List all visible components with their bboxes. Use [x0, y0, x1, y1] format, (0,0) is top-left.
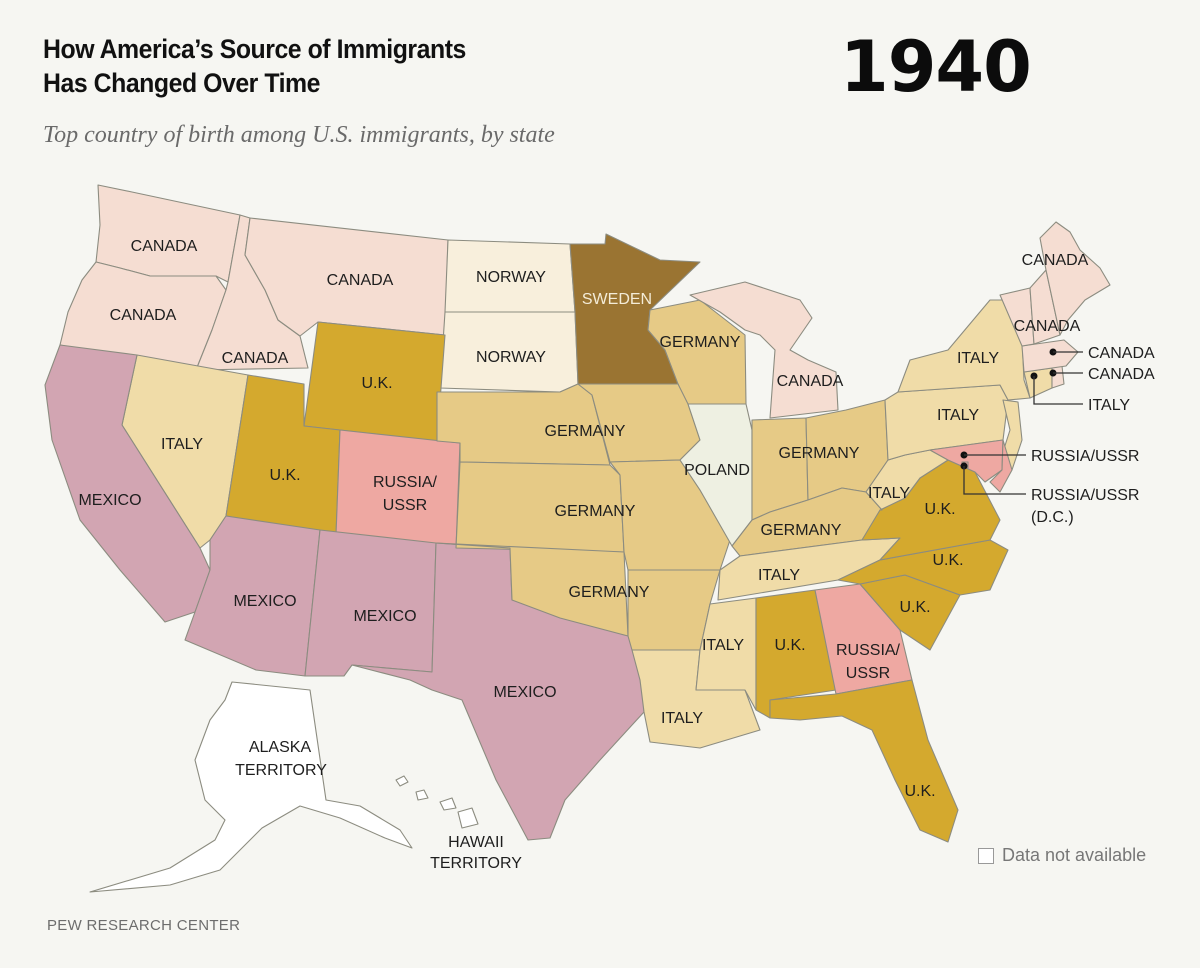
- label-tn: ITALY: [758, 567, 800, 584]
- label-ny: ITALY: [957, 350, 999, 367]
- label-ga-2: USSR: [846, 665, 890, 682]
- label-nv: ITALY: [161, 436, 203, 453]
- label-sd: NORWAY: [476, 349, 546, 366]
- leader-dc: [963, 466, 1026, 495]
- label-ms: ITALY: [702, 637, 744, 654]
- label-nc: U.K.: [932, 552, 963, 569]
- state-florida[interactable]: [769, 679, 959, 843]
- label-ut: U.K.: [269, 467, 300, 484]
- label-hi-2: TERRITORY: [430, 855, 522, 872]
- state-maine[interactable]: [1039, 221, 1111, 336]
- legend-label: Data not available: [1002, 845, 1147, 865]
- state-labels: CANADA CANADA CANADA CANADA NORWAY NORWA…: [78, 238, 1088, 872]
- state-rhode-island[interactable]: [1051, 365, 1065, 389]
- legend: Data not available: [978, 845, 1146, 866]
- label-va: U.K.: [924, 501, 955, 518]
- label-fl: U.K.: [904, 783, 935, 800]
- territory-alaska[interactable]: [89, 681, 413, 893]
- label-pa: ITALY: [937, 407, 979, 424]
- label-il: POLAND: [684, 462, 750, 479]
- title-line-2: Has Changed Over Time: [43, 68, 321, 98]
- label-mi: CANADA: [777, 373, 844, 390]
- state-michigan[interactable]: [689, 281, 839, 419]
- label-ks: GERMANY: [555, 503, 636, 520]
- label-tx: MEXICO: [493, 684, 556, 701]
- label-wy: U.K.: [361, 375, 392, 392]
- state-georgia[interactable]: [814, 583, 913, 695]
- chart-title: How America’s Source of Immigrants Has C…: [43, 32, 466, 100]
- state-california[interactable]: [44, 344, 211, 623]
- callout-ct: ITALY: [1088, 397, 1130, 414]
- label-ok: GERMANY: [569, 584, 650, 601]
- label-ga-1: RUSSIA/: [836, 642, 901, 659]
- callout-dc-2: (D.C.): [1031, 509, 1074, 526]
- leader-ct: [1033, 376, 1083, 405]
- label-la: ITALY: [661, 710, 703, 727]
- label-sc: U.K.: [899, 599, 930, 616]
- label-az: MEXICO: [233, 593, 296, 610]
- title-line-1: How America’s Source of Immigrants: [43, 34, 466, 64]
- label-wv: ITALY: [868, 485, 910, 502]
- label-ak-1: ALASKA: [249, 739, 312, 756]
- label-wi: GERMANY: [660, 334, 741, 351]
- label-ky: GERMANY: [761, 522, 842, 539]
- label-oh: GERMANY: [779, 445, 860, 462]
- label-nd: NORWAY: [476, 269, 546, 286]
- label-hi-1: HAWAII: [448, 834, 504, 851]
- states: [44, 184, 1111, 893]
- label-al: U.K.: [774, 637, 805, 654]
- state-arizona[interactable]: [184, 515, 321, 677]
- label-co-1: RUSSIA/: [373, 474, 438, 491]
- label-me: CANADA: [1022, 252, 1089, 269]
- callout-md: RUSSIA/USSR: [1031, 448, 1139, 465]
- state-massachusetts[interactable]: [1021, 339, 1079, 373]
- label-id: CANADA: [222, 350, 289, 367]
- callout-dc-1: RUSSIA/USSR: [1031, 487, 1139, 504]
- state-new-mexico[interactable]: [304, 529, 437, 677]
- label-wa: CANADA: [131, 238, 198, 255]
- label-co-2: USSR: [383, 497, 427, 514]
- chart-subtitle: Top country of birth among U.S. immigran…: [43, 122, 555, 148]
- label-ca: MEXICO: [78, 492, 141, 509]
- label-nh-vt: CANADA: [1014, 318, 1081, 335]
- label-mn: SWEDEN: [582, 291, 652, 308]
- state-delaware[interactable]: [989, 439, 1013, 493]
- label-or: CANADA: [110, 307, 177, 324]
- label-ak-2: TERRITORY: [235, 762, 327, 779]
- label-mt: CANADA: [327, 272, 394, 289]
- label-nm: MEXICO: [353, 608, 416, 625]
- callout-ri: CANADA: [1088, 366, 1155, 383]
- source-credit: PEW RESEARCH CENTER: [47, 917, 241, 934]
- callout-ma: CANADA: [1088, 345, 1155, 362]
- territory-hawaii[interactable]: [395, 775, 479, 829]
- callouts: CANADA CANADA ITALY RUSSIA/USSR RUSSIA/U…: [960, 345, 1155, 526]
- legend-swatch-not-available: [978, 847, 994, 864]
- label-ne: GERMANY: [545, 423, 626, 440]
- year-label: 1940: [840, 26, 1032, 108]
